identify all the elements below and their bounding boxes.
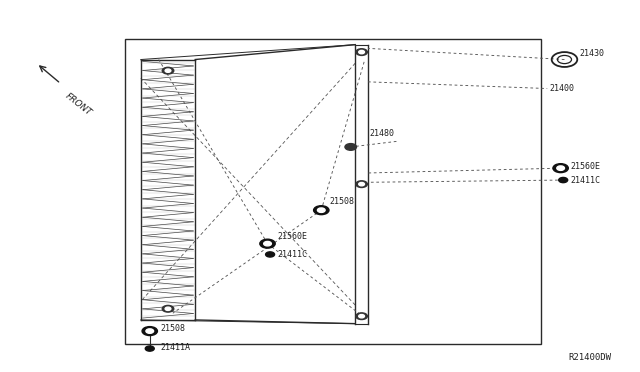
Text: 21400: 21400 (549, 84, 574, 93)
Circle shape (314, 206, 329, 215)
Text: FRONT: FRONT (64, 92, 94, 118)
Text: 21411C: 21411C (571, 176, 601, 185)
Circle shape (142, 327, 157, 336)
Circle shape (317, 208, 325, 212)
Circle shape (266, 252, 275, 257)
Circle shape (356, 181, 367, 187)
Text: 21411A: 21411A (160, 343, 190, 352)
Circle shape (356, 49, 367, 55)
Circle shape (557, 166, 564, 170)
Circle shape (356, 313, 367, 320)
Circle shape (358, 50, 365, 54)
Text: 21480: 21480 (370, 129, 395, 138)
Text: 21560E: 21560E (277, 232, 307, 241)
Circle shape (358, 315, 365, 318)
Text: 21560E: 21560E (571, 162, 601, 171)
Text: 21508: 21508 (330, 198, 355, 206)
Circle shape (163, 67, 174, 74)
Circle shape (146, 329, 154, 333)
Circle shape (165, 307, 171, 310)
Circle shape (260, 239, 275, 248)
Circle shape (559, 177, 568, 183)
Circle shape (264, 241, 271, 246)
Text: 21411C: 21411C (277, 250, 307, 259)
Bar (125, 39, 541, 344)
Circle shape (553, 164, 568, 173)
Text: R21400DW: R21400DW (568, 353, 611, 362)
Circle shape (145, 346, 154, 351)
Circle shape (163, 305, 174, 312)
Circle shape (358, 182, 365, 186)
Circle shape (345, 144, 356, 150)
Circle shape (165, 69, 171, 72)
Text: 21508: 21508 (160, 324, 185, 333)
Text: 21430: 21430 (579, 49, 604, 58)
